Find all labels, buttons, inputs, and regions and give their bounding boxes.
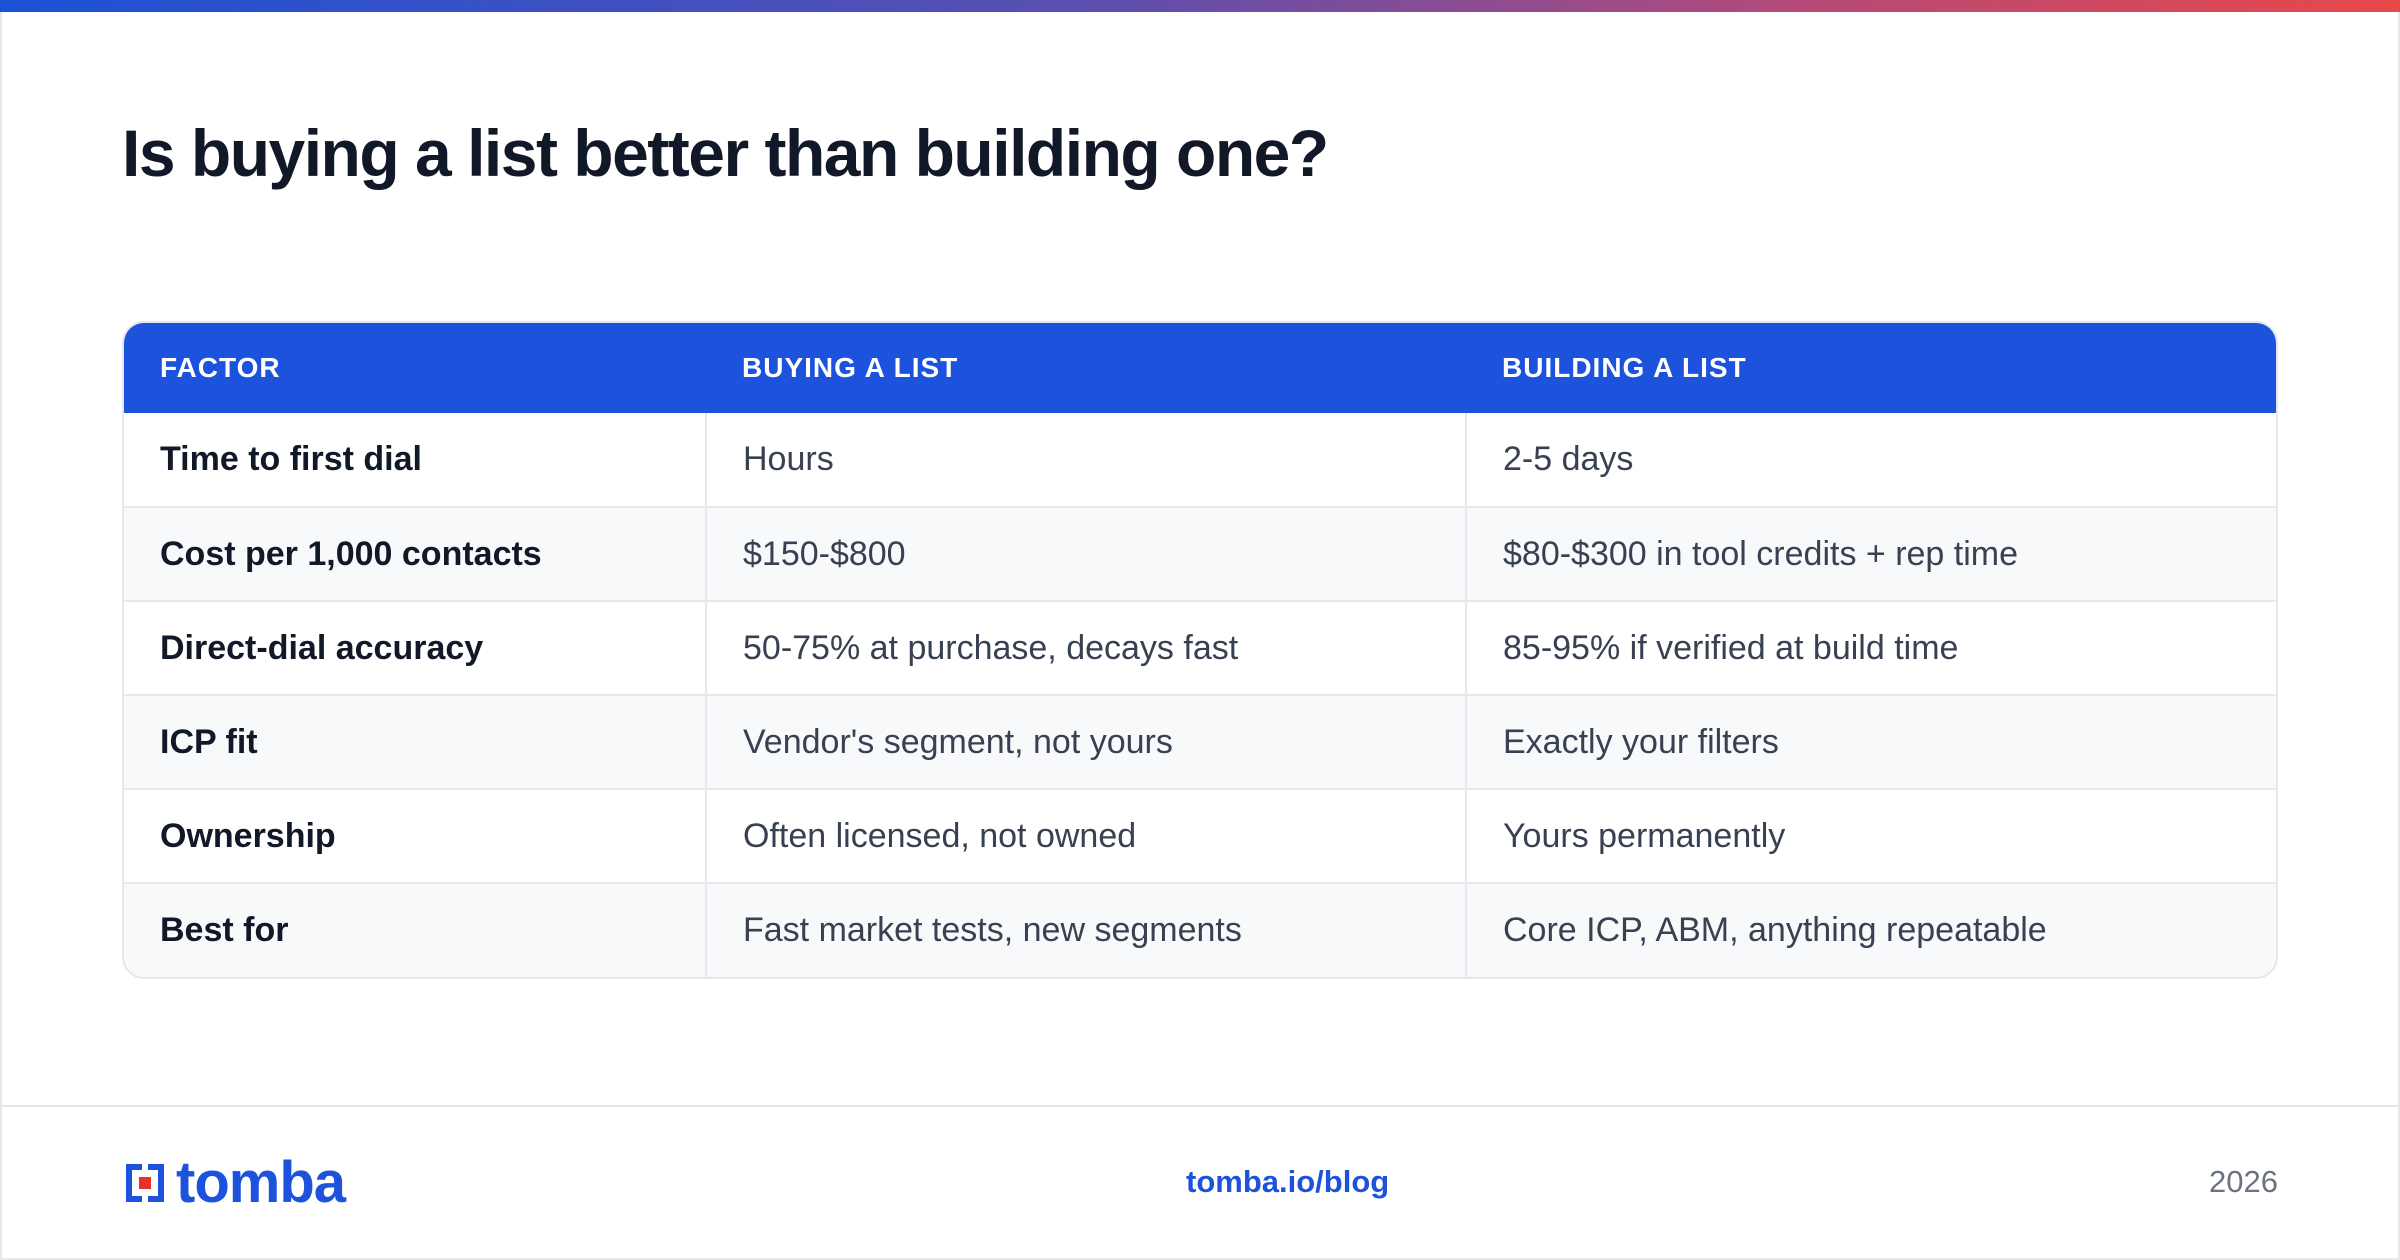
page-title: Is buying a list better than building on… — [122, 116, 1329, 190]
comparison-table: FACTOR BUYING A LIST BUILDING A LIST Tim… — [122, 321, 2278, 979]
footer-year: 2026 — [2209, 1164, 2278, 1199]
factor-cell: Time to first dial — [160, 440, 422, 478]
table-row: Time to first dial Hours 2-5 days — [124, 413, 2276, 507]
buying-cell: $150-$800 — [705, 506, 1466, 601]
header-building: BUILDING A LIST — [1466, 323, 2276, 413]
buying-cell: Vendor's segment, not yours — [705, 694, 1466, 789]
factor-cell: Direct-dial accuracy — [124, 600, 706, 695]
buying-cell: Fast market tests, new segments — [705, 882, 1466, 977]
header-buying: BUYING A LIST — [706, 323, 1466, 413]
table-row: Cost per 1,000 contacts $150-$800 $80-$3… — [124, 506, 2276, 601]
logo-wordmark: tomba — [176, 1150, 346, 1215]
building-cell: $80-$300 in tool credits + rep time — [1465, 506, 2276, 601]
footer-divider — [0, 1105, 2400, 1107]
tomba-bracket-logo-icon — [122, 1160, 168, 1206]
factor-cell: Ownership — [124, 788, 706, 883]
factor-cell: Best for — [124, 882, 706, 977]
table-header-row: FACTOR BUYING A LIST BUILDING A LIST — [124, 323, 2276, 413]
building-cell: Yours permanently — [1465, 788, 2276, 883]
building-cell: Core ICP, ABM, anything repeatable — [1465, 882, 2276, 977]
buying-cell: 50-75% at purchase, decays fast — [705, 600, 1466, 695]
buying-cell: Hours — [705, 413, 1466, 507]
header-factor: FACTOR — [124, 323, 706, 413]
tomba-logo[interactable]: tomba — [122, 1150, 346, 1215]
building-cell: Exactly your filters — [1465, 694, 2276, 789]
table-row: Ownership Often licensed, not owned Your… — [124, 788, 2276, 883]
table-row: Direct-dial accuracy 50-75% at purchase,… — [124, 600, 2276, 695]
blog-link[interactable]: tomba.io/blog — [1186, 1164, 1390, 1199]
gradient-top-bar — [0, 0, 2400, 12]
buying-cell: Often licensed, not owned — [705, 788, 1466, 883]
building-cell: 2-5 days — [1465, 413, 2276, 507]
building-cell: 85-95% if verified at build time — [1465, 600, 2276, 695]
table-row: Best for Fast market tests, new segments… — [124, 882, 2276, 977]
factor-cell: ICP fit — [124, 694, 706, 789]
factor-cell: Cost per 1,000 contacts — [124, 506, 706, 601]
table-row: ICP fit Vendor's segment, not yours Exac… — [124, 694, 2276, 789]
